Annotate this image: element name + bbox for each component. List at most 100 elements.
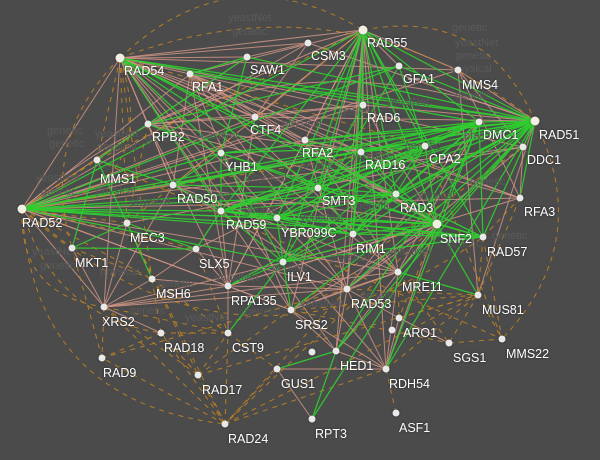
node-rad6[interactable] (359, 101, 367, 109)
node-snf2[interactable] (432, 219, 442, 229)
edge-physical (103, 306, 162, 334)
node-rad16[interactable] (357, 148, 365, 156)
edge-coexpression (282, 236, 484, 263)
node-mms1[interactable] (93, 156, 101, 164)
node-rfa1[interactable] (186, 70, 194, 78)
edge-coexpression (220, 152, 284, 263)
node-dmc1[interactable] (475, 118, 483, 126)
edge-coexpression (227, 261, 284, 334)
edge-genetic (96, 159, 503, 340)
edge-physical (147, 123, 174, 186)
node-aro1[interactable] (395, 314, 403, 322)
edge-physical (290, 309, 387, 370)
edge-physical (119, 56, 248, 59)
edge-physical (290, 288, 348, 311)
edge-physical (220, 210, 229, 287)
node-mms4[interactable] (454, 66, 462, 74)
edge-physical (304, 139, 348, 290)
edge-coexpression (385, 120, 536, 370)
edge-genetic (119, 57, 426, 147)
edge-genetic (21, 208, 73, 249)
edge-coexpression (311, 223, 438, 420)
node-rad52[interactable] (17, 204, 27, 214)
node-cst9[interactable] (224, 329, 232, 337)
node-gfa1[interactable] (395, 62, 403, 70)
node-ctf4[interactable] (251, 113, 259, 121)
node-rad59[interactable] (217, 207, 225, 215)
edge-coexpression (172, 184, 222, 212)
node-srs2[interactable] (287, 306, 295, 314)
node-rad50[interactable] (169, 181, 177, 189)
node-rpa135[interactable] (224, 282, 232, 290)
edge-genetic (101, 332, 162, 359)
node-mkt1[interactable] (68, 244, 76, 252)
edge-physical (71, 247, 105, 308)
edge-genetic (477, 294, 503, 340)
edge-coexpression (220, 120, 536, 154)
edge-coexpression (220, 210, 284, 263)
edge-genetic (101, 357, 226, 425)
edge-coexpression (395, 121, 480, 195)
edge-genetic (501, 120, 559, 340)
node-saw1[interactable] (243, 53, 251, 61)
node-mre11[interactable] (394, 268, 402, 276)
node-unlabeled[interactable] (388, 326, 396, 334)
node-rad51[interactable] (530, 116, 540, 126)
node-csm3[interactable] (304, 39, 312, 47)
edge-physical (290, 309, 337, 352)
node-rfa2[interactable] (301, 136, 309, 144)
edge-genetic (160, 332, 226, 425)
node-mus81[interactable] (474, 291, 482, 299)
edge-physical (189, 73, 524, 148)
node-rad54[interactable] (115, 53, 125, 63)
node-rdh54[interactable] (382, 365, 390, 373)
node-rad17[interactable] (194, 371, 202, 379)
node-unlabeled[interactable] (308, 348, 316, 356)
node-ilv1[interactable] (279, 258, 287, 266)
edge-genetic (21, 208, 484, 317)
edge-coexpression (362, 29, 438, 225)
node-rad3[interactable] (392, 190, 400, 198)
edge-physical (103, 278, 153, 308)
edge-coexpression (172, 152, 222, 186)
edge-genetic (21, 57, 132, 210)
edge-coexpression (147, 56, 248, 125)
node-smt3[interactable] (314, 184, 322, 192)
node-mms22[interactable] (498, 335, 506, 343)
edge-genetic (197, 146, 524, 376)
node-ddc1[interactable] (519, 143, 527, 151)
edge-coexpression (21, 152, 222, 210)
node-sgs1[interactable] (445, 339, 453, 347)
node-yhb1[interactable] (217, 149, 225, 157)
node-msh6[interactable] (148, 275, 156, 283)
node-rpt3[interactable] (308, 415, 316, 423)
node-rim1[interactable] (349, 230, 357, 238)
node-rad55[interactable] (358, 25, 368, 35)
node-rad9[interactable] (98, 354, 106, 362)
edge-coexpression (360, 151, 397, 195)
node-rad24[interactable] (221, 420, 229, 428)
edge-coexpression (126, 222, 197, 250)
edge-coexpression (362, 29, 480, 123)
edge-physical (119, 29, 364, 59)
node-hed1[interactable] (332, 347, 340, 355)
edge-physical (304, 139, 362, 153)
edge-physical (362, 29, 387, 370)
node-rad57[interactable] (479, 233, 487, 241)
node-rad53[interactable] (343, 285, 351, 293)
edge-coexpression (189, 73, 536, 122)
edge-physical (254, 42, 309, 118)
node-rad18[interactable] (157, 329, 165, 337)
node-rfa3[interactable] (516, 194, 524, 202)
node-mec3[interactable] (123, 219, 131, 227)
node-xrs2[interactable] (100, 303, 108, 311)
node-gus1[interactable] (273, 365, 281, 373)
node-ybr099c[interactable] (273, 214, 281, 222)
edges-group (21, 0, 559, 425)
node-cpa2[interactable] (421, 142, 429, 150)
node-rpb2[interactable] (144, 120, 152, 128)
edge-genetic (195, 248, 229, 334)
node-slx5[interactable] (192, 245, 200, 253)
node-asf1[interactable] (392, 409, 400, 417)
